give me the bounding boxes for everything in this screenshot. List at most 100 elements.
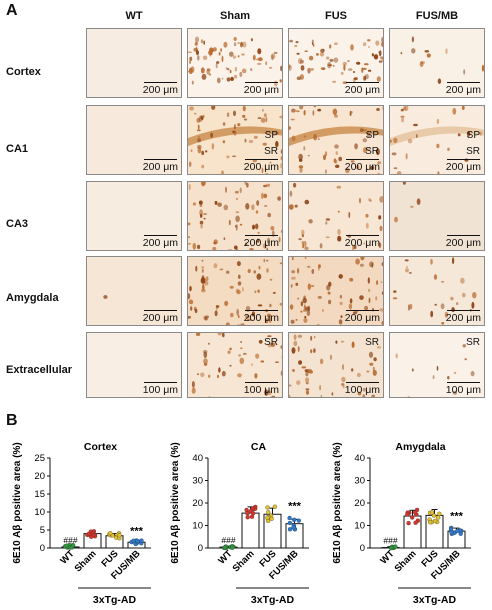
row-label-amygdala: Amygdala [6, 292, 59, 304]
bar-charts: Cortex 6E10 Aβ positive area (%) 0 5 10 15 20 2… [12, 441, 471, 606]
data-point [222, 545, 228, 550]
micrograph-amygdala-fusmb: 200 μm [389, 256, 485, 326]
data-point [291, 525, 296, 530]
y-axis-label: 6E10 Aβ positive area (%) [332, 442, 343, 563]
stain-texture [400, 36, 484, 84]
scale-bar: 100 μm [142, 382, 178, 396]
scale-bar: 200 μm [344, 159, 380, 173]
stain-texture [395, 344, 475, 397]
scale-bar: 200 μm [142, 310, 178, 324]
significance-fusmb: *** [130, 526, 144, 538]
y-axis-label: 6E10 Aβ positive area (%) [12, 442, 23, 563]
micrograph-ca3-fus: 200 μm [288, 181, 384, 251]
significance-wt: ### [383, 536, 397, 546]
stain-texture [188, 36, 282, 87]
region-label-sr: SR [365, 146, 379, 157]
data-point [287, 527, 293, 532]
data-point [449, 530, 454, 535]
micrograph-ca3-sham: 200 μm [187, 181, 283, 251]
data-point [89, 534, 94, 539]
scale-bar: 200 μm [445, 235, 481, 249]
y-tick-label: 20 [354, 498, 365, 509]
scale-bar: 100 μm [445, 382, 481, 396]
data-point [428, 520, 433, 525]
region-label-sr: SR [365, 337, 379, 348]
scale-bar: 200 μm [142, 159, 178, 173]
micrograph-amygdala-wt: 200 μm [86, 256, 182, 326]
data-point [406, 520, 411, 526]
scale-bar: 200 μm [243, 235, 279, 249]
y-tick-label: 0 [360, 543, 365, 554]
stain-texture [188, 182, 282, 250]
data-point [296, 518, 301, 523]
region-label-sp: SP [264, 130, 278, 141]
data-point [265, 505, 270, 510]
micrograph-extracellular-wt: 100 μm [86, 332, 182, 398]
y-tick-label: 0 [198, 543, 203, 554]
bar [241, 512, 260, 549]
micrograph-cortex-fusmb: 200 μm [389, 28, 485, 98]
data-point [117, 533, 122, 538]
stain-texture [289, 106, 383, 174]
col-head-wt: WT [125, 10, 143, 22]
group-label: 3xTg-AD [251, 594, 295, 606]
significance-wt: ### [63, 535, 77, 545]
scale-bar: 100 μm [344, 382, 380, 396]
stain-texture [394, 182, 421, 223]
stain-texture [289, 182, 383, 250]
col-head-fus: FUS [325, 10, 347, 22]
x-tick-label: Sham [393, 548, 419, 574]
stain-texture [392, 257, 477, 325]
scale-bar: 200 μm [344, 310, 380, 324]
scale-bar: 200 μm [445, 82, 481, 96]
col-head-sham: Sham [220, 10, 250, 22]
micrograph-ca1-sham: 200 μm SP SR [187, 105, 283, 175]
data-point [86, 531, 92, 537]
stain-texture [191, 333, 282, 397]
micrograph-extracellular-fusmb: 100 μm SR [389, 332, 485, 398]
micrograph-cortex-fus: 200 μm [288, 28, 384, 98]
micrograph-amygdala-sham: 200 μm [187, 256, 283, 326]
row-label-ca3: CA3 [6, 218, 29, 230]
data-point [139, 538, 144, 543]
significance-fusmb: *** [450, 511, 464, 523]
data-point [287, 515, 292, 521]
data-point [405, 512, 410, 517]
scale-bar: 200 μm [243, 82, 279, 96]
region-label-sp: SP [466, 130, 480, 141]
region-label-sp: SP [365, 130, 379, 141]
row-label-cortex: Cortex [6, 66, 41, 78]
stain-texture [289, 334, 382, 397]
micrograph-ca1-fus: 200 μm SP SR [288, 105, 384, 175]
chart-title: CA [251, 441, 267, 453]
data-point [429, 510, 435, 515]
micrograph-extracellular-fus: 100 μm SR [288, 332, 384, 398]
significance-fusmb: *** [288, 501, 302, 513]
panel-a-letter: A [6, 2, 18, 19]
data-point [135, 538, 140, 544]
group-label: 3xTg-AD [93, 594, 137, 606]
data-point [64, 543, 69, 548]
x-tick-label: Sham [73, 548, 99, 574]
data-point [245, 511, 250, 516]
micrograph-amygdala-fus: 200 μm [288, 256, 384, 326]
stain-texture [289, 257, 383, 325]
data-point [272, 504, 278, 509]
data-point [412, 510, 418, 515]
data-point [245, 515, 250, 520]
y-tick-label: 15 [34, 489, 45, 500]
region-label-sr: SR [264, 146, 278, 157]
data-point [230, 545, 235, 550]
data-point [108, 531, 113, 536]
region-label-sr: SR [466, 337, 480, 348]
micrograph-ca1-fusmb: 200 μm SP SR [389, 105, 485, 175]
col-head-fusmb: FUS/MB [415, 10, 459, 22]
scale-bar: 200 μm [142, 235, 178, 249]
data-point [266, 510, 271, 515]
y-tick-label: 40 [354, 453, 365, 464]
data-point [248, 509, 253, 514]
panel-b-letter: B [6, 412, 18, 429]
y-tick-label: 10 [34, 507, 45, 518]
y-tick-label: 10 [354, 521, 365, 532]
data-point [291, 517, 297, 522]
